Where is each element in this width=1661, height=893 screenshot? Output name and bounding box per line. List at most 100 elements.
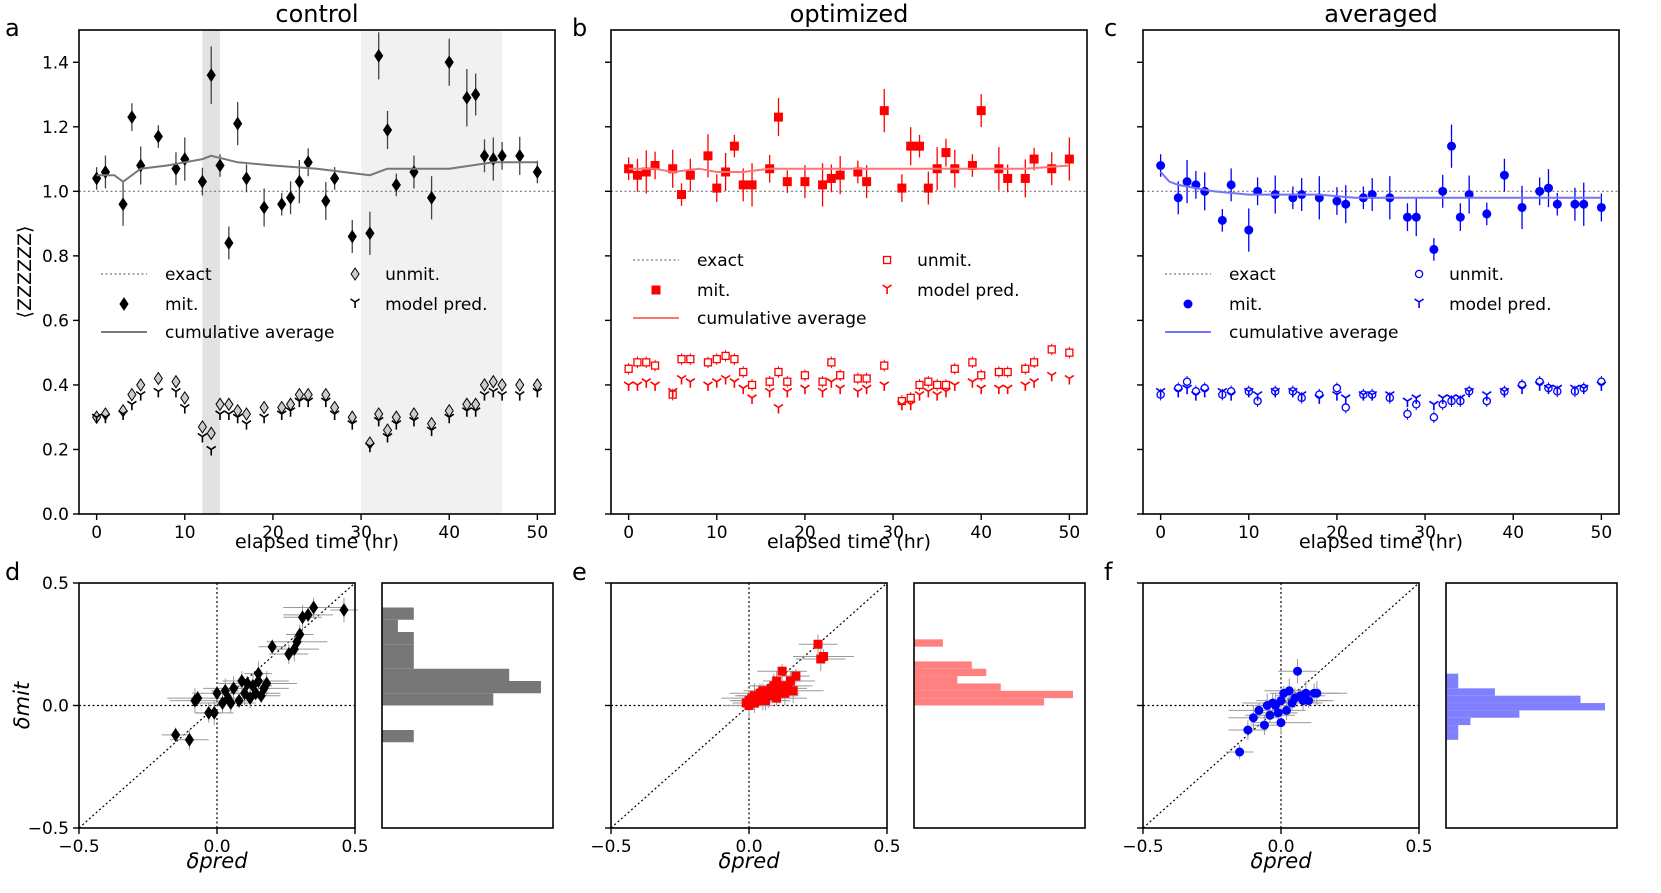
unmit-point bbox=[977, 371, 986, 380]
mit-point bbox=[738, 180, 748, 190]
legend-mit-label: mit. bbox=[165, 295, 198, 315]
model-pred-point bbox=[1569, 384, 1580, 395]
delta-point bbox=[295, 627, 305, 642]
histogram-bar bbox=[1446, 725, 1459, 733]
x-tick-label: 40 bbox=[438, 523, 460, 543]
histogram-bar bbox=[382, 668, 510, 681]
y-tick-label: 0.4 bbox=[42, 376, 69, 396]
unmit-point bbox=[774, 367, 783, 377]
delta-point bbox=[303, 607, 313, 622]
model-pred-point bbox=[206, 445, 217, 456]
unmit-point bbox=[721, 351, 730, 361]
delta-point bbox=[212, 686, 222, 701]
mit-point bbox=[1064, 154, 1074, 164]
mit-point bbox=[1429, 244, 1439, 254]
delta-point bbox=[1282, 705, 1292, 715]
x-tick-label: 30 bbox=[350, 523, 372, 543]
delta-point bbox=[788, 686, 798, 696]
mit-point bbox=[365, 226, 375, 241]
model-pred-point bbox=[197, 432, 208, 443]
model-pred-point bbox=[1543, 384, 1554, 395]
legend-mit-swatch bbox=[651, 285, 661, 295]
unmit-point bbox=[1029, 358, 1039, 367]
x-tick-label: 20 bbox=[794, 523, 816, 543]
x-tick-label: 10 bbox=[174, 523, 196, 543]
model-pred-point bbox=[100, 413, 111, 424]
delta-point bbox=[1276, 718, 1286, 728]
panel-c-letter: c bbox=[1104, 14, 1117, 42]
delta-point bbox=[774, 686, 784, 696]
mit-point bbox=[224, 236, 234, 250]
model-pred-point bbox=[232, 413, 243, 424]
model-pred-point bbox=[294, 397, 305, 408]
delta-point bbox=[1304, 696, 1314, 706]
delta-point bbox=[1248, 713, 1258, 723]
model-pred-point bbox=[276, 410, 287, 420]
model-pred-point bbox=[470, 407, 481, 417]
model-pred-point bbox=[1367, 390, 1378, 401]
delta-point bbox=[284, 647, 294, 661]
delta-point bbox=[1265, 710, 1275, 720]
mit-point bbox=[259, 200, 269, 215]
unmit-point bbox=[941, 380, 951, 390]
model-pred-point bbox=[1217, 387, 1228, 398]
model-pred-point bbox=[320, 397, 331, 408]
mit-point bbox=[1173, 193, 1183, 203]
delta-point bbox=[1259, 720, 1269, 730]
model-pred-point bbox=[1517, 384, 1527, 395]
panel-f: f −0.5 0.0 0.5 δpred bbox=[1104, 558, 1618, 873]
x-tick-label: 0.0 bbox=[735, 837, 762, 857]
x-tick-label: 30 bbox=[882, 523, 904, 543]
model-pred-point bbox=[1340, 394, 1351, 404]
model-pred-point bbox=[949, 381, 960, 391]
unmit-point bbox=[853, 374, 862, 383]
model-pred-point bbox=[153, 387, 164, 398]
histogram-bar bbox=[914, 698, 1045, 706]
model-pred-point bbox=[1296, 390, 1307, 401]
unmit-point bbox=[1332, 383, 1342, 393]
mit-point bbox=[1156, 161, 1166, 171]
mit-point bbox=[967, 161, 977, 171]
delta-point bbox=[1276, 696, 1286, 706]
unmit-point bbox=[950, 364, 959, 373]
mit-point bbox=[915, 141, 925, 151]
unmit-point bbox=[677, 354, 686, 364]
histogram-bar bbox=[1446, 673, 1459, 681]
mit-point bbox=[1499, 170, 1509, 180]
unmit-point bbox=[800, 371, 810, 380]
mit-point bbox=[703, 151, 713, 161]
x-tick-label: 0.0 bbox=[203, 837, 230, 857]
model-pred-point bbox=[1446, 394, 1457, 404]
mit-point bbox=[1182, 177, 1192, 187]
x-axis-label: elapsed time (hr) bbox=[235, 531, 399, 553]
model-pred-point bbox=[703, 381, 713, 391]
model-pred-point bbox=[835, 384, 846, 395]
unmit-point bbox=[197, 419, 208, 434]
mit-point bbox=[285, 190, 296, 205]
histogram-bar bbox=[914, 668, 987, 677]
delta-point bbox=[1254, 705, 1264, 715]
model-pred-point bbox=[391, 419, 402, 430]
mit-point bbox=[923, 183, 933, 193]
model-pred-point bbox=[461, 407, 472, 417]
unmit-point bbox=[1403, 409, 1412, 419]
panel-a: a 0 10 20 30 40 50 0.0 0.2 0.4 0.6 0.8 1.0 1.2 1.4 con… bbox=[5, 0, 556, 553]
model-pred-point bbox=[241, 419, 252, 430]
model-pred-point bbox=[817, 387, 828, 398]
model-pred-point bbox=[914, 390, 925, 401]
histogram-frame bbox=[381, 582, 554, 829]
axes-frame bbox=[1142, 29, 1620, 515]
delta-point bbox=[769, 681, 779, 691]
x-tick-label: −0.5 bbox=[590, 837, 631, 857]
delta-point bbox=[1243, 725, 1253, 735]
unmit-point bbox=[836, 371, 845, 380]
mit-point bbox=[747, 180, 757, 190]
x-tick-label: 50 bbox=[527, 523, 549, 543]
unmit-point bbox=[241, 407, 252, 421]
mit-point bbox=[818, 180, 828, 190]
delta-point bbox=[1312, 688, 1322, 698]
mit-point bbox=[879, 106, 889, 116]
legend-cum-label: cumulative average bbox=[1229, 323, 1399, 343]
model-pred-point bbox=[497, 390, 508, 401]
legend-mit-swatch bbox=[1183, 299, 1193, 309]
